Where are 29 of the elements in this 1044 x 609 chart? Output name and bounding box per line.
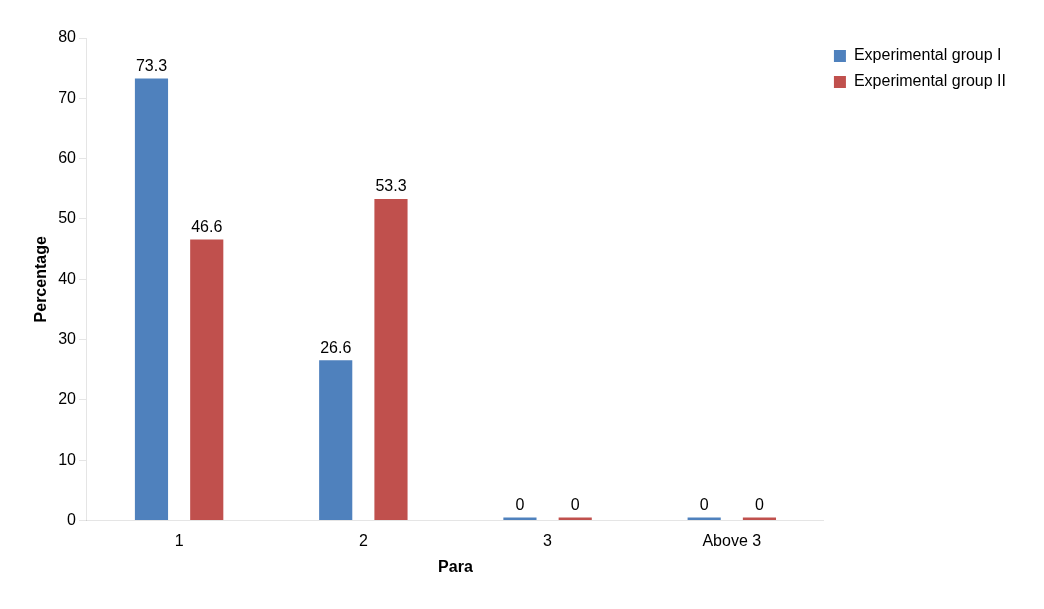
bar: [190, 239, 224, 521]
bar: [319, 360, 353, 521]
data-label: 0: [754, 496, 764, 514]
data-label: 73.3: [135, 56, 168, 74]
y-tick-label: 0: [67, 511, 77, 529]
y-axis-title: Percentage: [32, 236, 50, 323]
x-tick-label: 3: [543, 531, 553, 549]
data-label: 26.6: [320, 338, 352, 356]
y-tick-label: 10: [58, 450, 77, 468]
x-tick-label: 2: [358, 531, 368, 549]
data-label: 46.6: [191, 217, 223, 235]
y-tick-label: 60: [58, 149, 77, 167]
y-tick-label: 20: [58, 390, 77, 408]
data-label: 0: [699, 496, 709, 514]
y-tick-label: 30: [58, 330, 77, 348]
y-tick-label: 40: [58, 269, 77, 287]
x-tick-label: Above 3: [702, 531, 762, 549]
data-label: 0: [515, 496, 525, 514]
legend-label: Experimental group II: [853, 72, 1006, 90]
legend-label: Experimental group I: [853, 46, 1002, 64]
y-tick-label: 80: [58, 28, 77, 46]
data-label: 0: [570, 496, 580, 514]
x-tick-label: 1: [174, 531, 184, 549]
bar: [374, 199, 408, 521]
bar: [134, 78, 169, 521]
y-tick-label: 50: [58, 209, 77, 227]
x-axis-title: Para: [438, 557, 473, 575]
data-label: 53.3: [375, 177, 407, 195]
y-tick-label: 70: [58, 88, 77, 106]
